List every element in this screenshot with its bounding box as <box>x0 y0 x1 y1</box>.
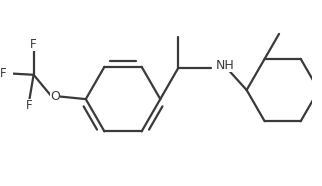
Text: F: F <box>30 38 37 51</box>
Text: O: O <box>50 90 60 103</box>
Text: F: F <box>0 67 6 80</box>
Text: F: F <box>26 99 32 112</box>
Text: NH: NH <box>216 59 235 72</box>
